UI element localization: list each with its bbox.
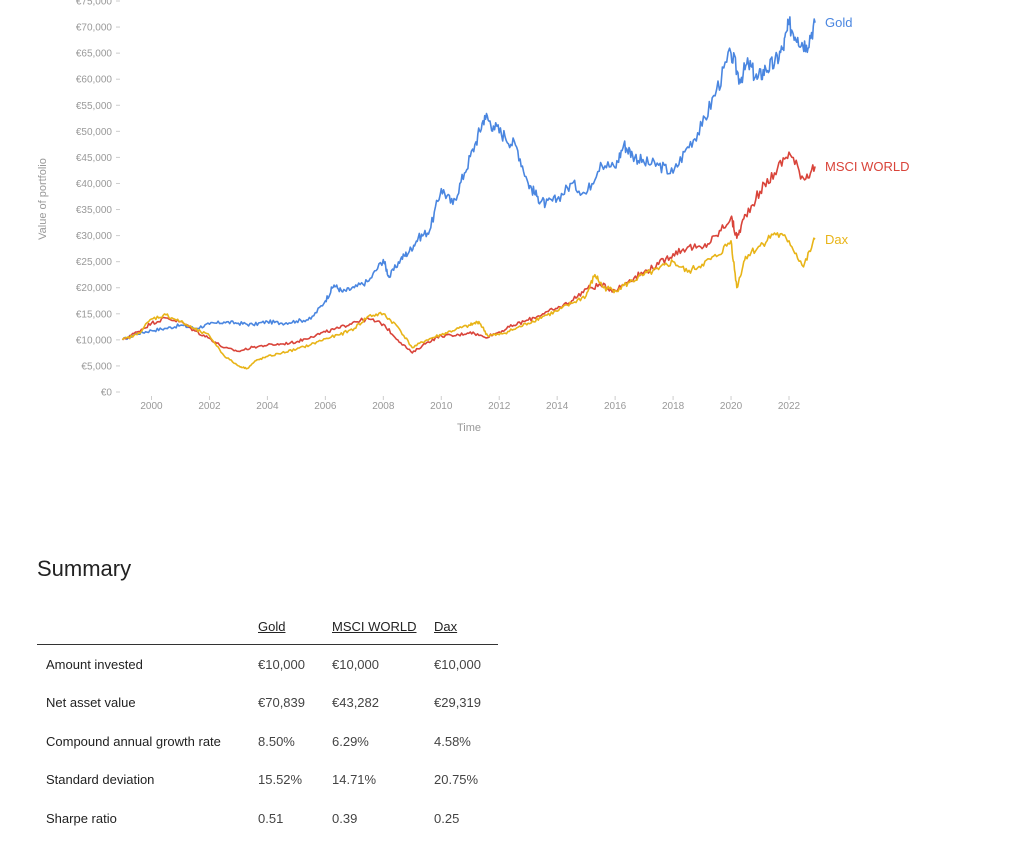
summary-row-standard-deviation: Standard deviation 15.52% 14.71% 20.75% xyxy=(37,761,498,800)
summary-row-sharpe-ratio: Sharpe ratio 0.51 0.39 0.25 xyxy=(37,799,498,838)
x-tick-label: 2008 xyxy=(372,401,395,412)
y-tick-label: €40,000 xyxy=(76,179,113,190)
x-tick-label: 2014 xyxy=(546,401,569,412)
y-tick-label: €25,000 xyxy=(76,257,113,268)
value-dax: €10,000 xyxy=(434,656,481,672)
summary-row-amount-invested: Amount invested €10,000 €10,000 €10,000 xyxy=(37,645,498,684)
y-tick-label: €55,000 xyxy=(76,101,113,112)
y-tick-label: €50,000 xyxy=(76,127,113,138)
summary-header-msci-world: MSCI WORLD xyxy=(332,613,434,645)
y-tick-label: €10,000 xyxy=(76,335,113,346)
portfolio-line-chart: €0 €5,000 €10,000 €15,000 €20,000 €25,000 €30,… xyxy=(37,0,910,434)
metric-label: Amount invested xyxy=(46,656,143,672)
summary-row-net-asset-value: Net asset value €70,839 €43,282 €29,319 xyxy=(37,684,498,723)
x-tick-label: 2000 xyxy=(140,401,163,412)
metric-label: Compound annual growth rate xyxy=(46,733,221,749)
x-tick-label: 2012 xyxy=(488,401,511,412)
y-tick-label: €30,000 xyxy=(76,231,113,242)
value-dax: 20.75% xyxy=(434,772,479,788)
summary-table: Gold MSCI WORLD Dax Amount invested €10,… xyxy=(37,613,498,838)
y-axis: €0 €5,000 €10,000 €15,000 €20,000 €25,000 €30,… xyxy=(76,0,120,399)
x-tick-label: 2010 xyxy=(430,401,453,412)
summary-header-blank xyxy=(37,613,258,645)
value-msci-world: 0.39 xyxy=(332,810,358,826)
value-msci-world: 6.29% xyxy=(332,733,369,749)
y-tick-label: €20,000 xyxy=(76,283,113,294)
y-axis-title: Value of portfolio xyxy=(37,158,49,240)
value-msci-world: €43,282 xyxy=(332,695,379,711)
value-gold: 0.51 xyxy=(258,810,284,826)
value-msci-world: 14.71% xyxy=(332,772,377,788)
value-gold: 15.52% xyxy=(258,772,303,788)
metric-label: Net asset value xyxy=(46,695,136,711)
x-tick-label: 2002 xyxy=(198,401,221,412)
series-lines xyxy=(121,16,816,370)
x-tick-label: 2022 xyxy=(778,401,801,412)
y-tick-label: €75,000 xyxy=(76,0,113,8)
series-label-gold: Gold xyxy=(825,15,852,30)
value-dax: 0.25 xyxy=(434,810,460,826)
summary-row-cagr: Compound annual growth rate 8.50% 6.29% … xyxy=(37,722,498,761)
x-axis-title: Time xyxy=(457,422,481,434)
summary-title: Summary xyxy=(37,556,132,581)
series-line-gold xyxy=(121,16,816,341)
value-gold: €70,839 xyxy=(258,695,305,711)
metric-label: Sharpe ratio xyxy=(46,810,117,826)
series-label-dax: Dax xyxy=(825,232,849,247)
y-tick-label: €0 xyxy=(101,388,113,399)
value-dax: €29,319 xyxy=(434,695,481,711)
x-tick-label: 2020 xyxy=(720,401,743,412)
series-line-msci-world xyxy=(121,151,816,354)
x-axis: 2000 2002 2004 2006 2008 2010 2012 2014 2016 2018… xyxy=(140,396,801,412)
series-label-msci-world: MSCI WORLD xyxy=(825,159,910,174)
y-tick-label: €45,000 xyxy=(76,153,113,164)
y-tick-label: €35,000 xyxy=(76,205,113,216)
y-tick-label: €65,000 xyxy=(76,49,113,60)
y-tick-label: €5,000 xyxy=(81,361,112,372)
series-line-dax xyxy=(121,232,816,370)
summary-header-dax: Dax xyxy=(434,613,498,645)
y-tick-label: €70,000 xyxy=(76,23,113,34)
x-tick-label: 2004 xyxy=(256,401,279,412)
value-gold: 8.50% xyxy=(258,733,295,749)
summary-header-row: Gold MSCI WORLD Dax xyxy=(37,613,498,645)
metric-label: Standard deviation xyxy=(46,772,155,788)
value-dax: 4.58% xyxy=(434,733,471,749)
x-tick-label: 2018 xyxy=(662,401,685,412)
y-tick-label: €15,000 xyxy=(76,309,113,320)
value-gold: €10,000 xyxy=(258,656,305,672)
x-tick-label: 2016 xyxy=(604,401,627,412)
x-tick-label: 2006 xyxy=(314,401,337,412)
summary-header-gold: Gold xyxy=(258,613,332,645)
y-tick-label: €60,000 xyxy=(76,75,113,86)
value-msci-world: €10,000 xyxy=(332,656,379,672)
